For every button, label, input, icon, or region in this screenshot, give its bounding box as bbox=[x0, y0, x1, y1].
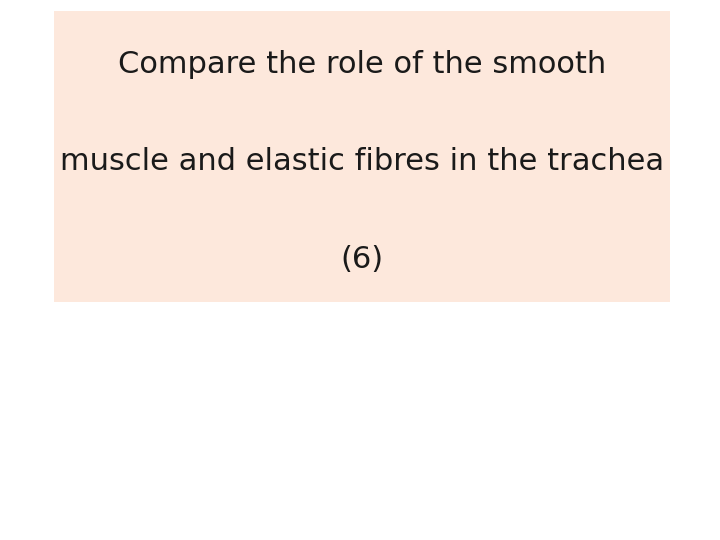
FancyBboxPatch shape bbox=[54, 11, 670, 302]
Text: (6): (6) bbox=[341, 245, 383, 274]
Text: Compare the role of the smooth: Compare the role of the smooth bbox=[117, 50, 606, 79]
Text: muscle and elastic fibres in the trachea: muscle and elastic fibres in the trachea bbox=[60, 147, 664, 177]
